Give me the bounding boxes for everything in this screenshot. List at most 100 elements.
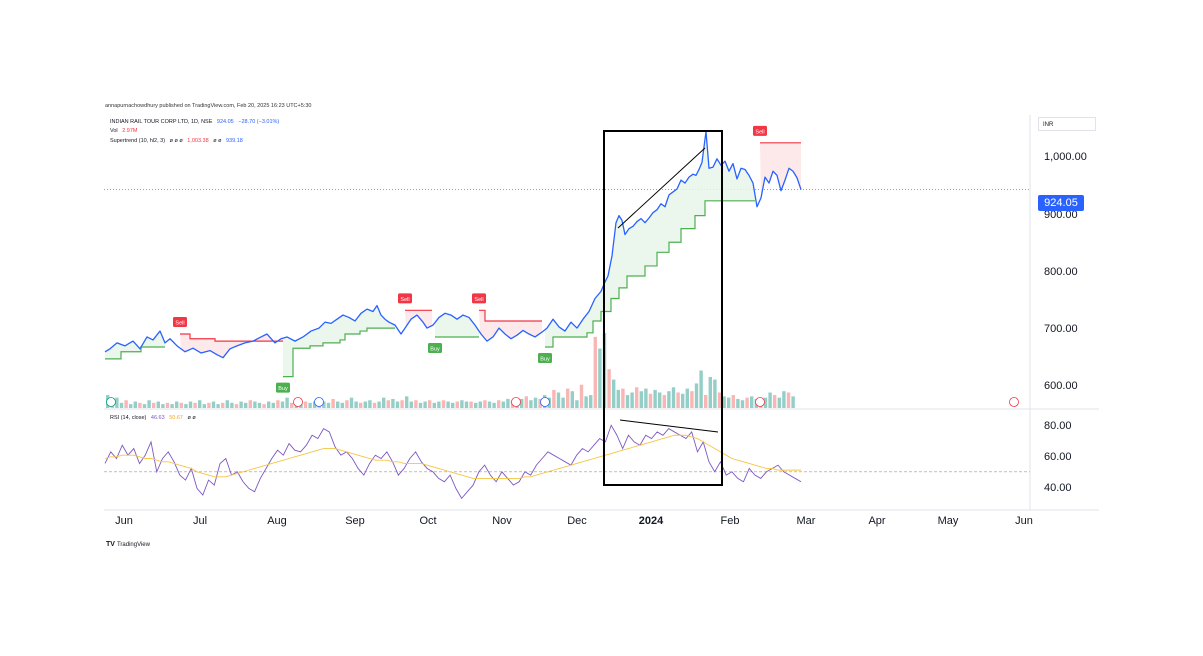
volume-bar bbox=[129, 404, 133, 408]
x-tick: Mar bbox=[796, 515, 816, 527]
buy-signal-marker bbox=[428, 342, 442, 353]
logo-text: TradingView bbox=[116, 542, 150, 548]
publisher-note: annapurnachowdhury published on TradingV… bbox=[105, 103, 312, 109]
volume-bar bbox=[561, 397, 565, 408]
volume-bar bbox=[133, 401, 137, 408]
volume-bar bbox=[451, 402, 455, 408]
sell-signal-marker bbox=[398, 293, 412, 304]
volume-bar bbox=[552, 389, 556, 408]
volume-bar bbox=[533, 397, 538, 408]
rsi-line bbox=[104, 424, 802, 500]
x-tick: Jun bbox=[115, 515, 133, 527]
price-change: −28.70 (−3.01%) bbox=[238, 119, 280, 125]
volume-bar bbox=[147, 400, 151, 408]
annotation-trendline-price bbox=[617, 147, 706, 229]
volume-bar bbox=[662, 395, 666, 408]
volume-bar bbox=[124, 400, 128, 408]
volume-bar bbox=[170, 404, 174, 408]
volume-bar bbox=[308, 402, 312, 408]
volume-bar bbox=[612, 379, 616, 408]
supertrend-up-value: 1,003.38 bbox=[187, 138, 209, 144]
x-tick: Apr bbox=[868, 515, 886, 527]
volume-bar bbox=[225, 400, 229, 408]
volume-bar bbox=[763, 397, 768, 408]
volume-bar bbox=[290, 402, 294, 408]
tradingview-logo[interactable]: TV TradingView bbox=[106, 541, 150, 548]
volume-bar bbox=[161, 404, 165, 408]
buy-signal-label: Buy bbox=[278, 386, 288, 392]
buy-signal-label: Buy bbox=[430, 346, 440, 352]
volume-bar bbox=[248, 400, 252, 408]
volume-bar bbox=[740, 400, 745, 408]
volume-bar bbox=[115, 397, 119, 408]
rsi-label: RSI (14, close) bbox=[110, 415, 147, 421]
supertrend-fill-down bbox=[180, 334, 283, 358]
volume-bar bbox=[676, 392, 680, 408]
volume-bar bbox=[345, 400, 349, 408]
event-marker-icon bbox=[511, 397, 521, 407]
volume-bar bbox=[630, 392, 634, 408]
volume-bar bbox=[506, 398, 510, 408]
supertrend-line-up bbox=[105, 346, 165, 360]
volume-bar bbox=[722, 396, 726, 408]
volume-bar bbox=[648, 393, 653, 408]
event-marker-icon bbox=[755, 397, 765, 407]
supertrend-down-value: 939.18 bbox=[225, 138, 243, 144]
price-tick: 600.00 bbox=[1044, 380, 1078, 392]
volume-bar bbox=[322, 401, 326, 408]
volume-bar bbox=[253, 401, 257, 408]
x-tick: Jul bbox=[192, 515, 208, 527]
rsi-tick: 80.00 bbox=[1044, 420, 1072, 432]
volume-bar bbox=[745, 397, 749, 408]
symbol-legend: INDIAN RAIL TOUR CORP LTD, 1D, NSE 924.0… bbox=[110, 119, 282, 125]
event-marker-icon bbox=[540, 397, 550, 407]
volume-bar bbox=[782, 391, 786, 408]
volume-bar bbox=[524, 396, 528, 408]
volume-bar bbox=[368, 400, 372, 408]
supertrend-marks-2: ø ø bbox=[213, 138, 222, 144]
volume-legend: Vol 2.97M bbox=[110, 128, 140, 134]
volume-bar bbox=[446, 401, 450, 408]
rsi-ma-value: 50.67 bbox=[169, 415, 183, 421]
volume-bar bbox=[280, 401, 285, 408]
volume-bar bbox=[658, 392, 662, 408]
volume-bar bbox=[262, 404, 266, 408]
volume-bar bbox=[193, 402, 197, 408]
volume-bar bbox=[216, 404, 220, 408]
price-tick: 800.00 bbox=[1044, 266, 1078, 278]
chart-frame bbox=[104, 112, 1099, 536]
volume-bar bbox=[211, 401, 216, 408]
last-price: 924.05 bbox=[216, 119, 234, 125]
volume-bar bbox=[464, 401, 469, 408]
volume-bar bbox=[579, 384, 584, 408]
volume-bar bbox=[570, 391, 574, 408]
symbol-name: INDIAN RAIL TOUR CORP LTD, 1D, NSE bbox=[110, 119, 213, 125]
volume-bar bbox=[175, 401, 179, 408]
rsi-value: 46.63 bbox=[150, 415, 165, 421]
volume-bar bbox=[184, 404, 188, 408]
volume-bar bbox=[717, 392, 722, 408]
volume-bar bbox=[276, 400, 280, 408]
volume-bar bbox=[400, 400, 404, 408]
volume-bar bbox=[257, 402, 262, 408]
volume-bar bbox=[607, 369, 611, 408]
volume-bar bbox=[409, 401, 413, 408]
volume-bar bbox=[303, 401, 308, 408]
volume-bar bbox=[188, 401, 193, 408]
volume-bar bbox=[428, 400, 432, 408]
price-tick: 700.00 bbox=[1044, 323, 1078, 335]
supertrend-line-up bbox=[283, 327, 395, 378]
volume-bar bbox=[667, 391, 671, 408]
volume-bar bbox=[731, 395, 735, 408]
buy-signal-label: Buy bbox=[540, 357, 550, 363]
supertrend-fill-down bbox=[760, 142, 801, 198]
volume-bar bbox=[483, 400, 487, 408]
volume-bar bbox=[469, 401, 473, 408]
volume-bar bbox=[239, 401, 243, 408]
supertrend-fill-up bbox=[283, 305, 395, 377]
volume-bar bbox=[556, 392, 561, 408]
currency-selector[interactable]: INR bbox=[1038, 117, 1096, 131]
sell-signal-label: Sell bbox=[755, 129, 764, 135]
volume-value: 2.97M bbox=[122, 128, 138, 134]
